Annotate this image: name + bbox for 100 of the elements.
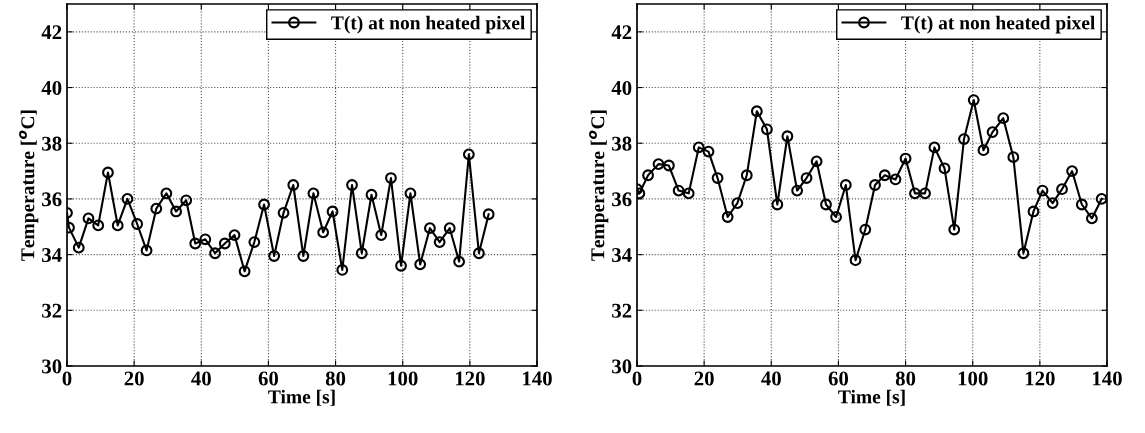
point <box>258 198 270 211</box>
y-tick-label: 42 <box>611 25 632 40</box>
point <box>948 223 961 236</box>
point <box>692 141 705 154</box>
point <box>938 162 951 175</box>
point <box>140 244 153 257</box>
point <box>102 166 114 179</box>
point <box>986 126 999 138</box>
point <box>830 211 842 223</box>
point <box>317 226 330 239</box>
x-tick-label: 140 <box>1093 371 1122 386</box>
point <box>1046 197 1059 209</box>
point <box>1075 198 1088 211</box>
point <box>869 179 881 191</box>
point <box>1095 193 1107 205</box>
y-tick-label: 32 <box>42 303 62 318</box>
point <box>424 222 436 235</box>
x-tick-label: 60 <box>828 371 849 386</box>
x-tick-label: 100 <box>958 371 988 386</box>
point <box>1056 183 1068 196</box>
point <box>346 179 358 191</box>
point <box>268 250 281 262</box>
x-tick-label: 80 <box>325 371 346 386</box>
point <box>326 205 339 218</box>
point <box>238 265 251 278</box>
y-tick-label: 32 <box>612 303 632 318</box>
point <box>919 187 931 200</box>
point <box>160 187 173 200</box>
point <box>287 179 300 191</box>
point <box>781 130 794 143</box>
point <box>355 247 368 260</box>
point <box>365 188 378 201</box>
point <box>711 172 724 184</box>
point <box>958 133 970 145</box>
y-tick-label: 40 <box>41 80 62 95</box>
point <box>170 205 183 218</box>
point <box>1036 184 1049 197</box>
x-tick-label: 100 <box>388 371 418 386</box>
point <box>180 194 193 207</box>
y-tick-label: 38 <box>612 136 632 151</box>
point <box>889 173 902 186</box>
point <box>199 233 212 246</box>
x-tick-label: 120 <box>1025 371 1055 386</box>
point <box>810 155 823 168</box>
point <box>702 145 715 158</box>
legend-label: T(t) at non heated pixel <box>901 15 1096 34</box>
point <box>395 259 407 272</box>
y-tick-label: 34 <box>612 248 632 263</box>
x-tick-label: 80 <box>895 371 916 386</box>
point <box>228 229 241 242</box>
point <box>1017 247 1030 260</box>
point <box>761 123 773 136</box>
y-tick-label: 38 <box>42 136 62 151</box>
point <box>473 247 485 260</box>
point <box>839 179 852 191</box>
y-tick-label: 40 <box>611 80 632 95</box>
point <box>1027 205 1040 218</box>
point <box>662 159 675 172</box>
point <box>967 94 980 106</box>
x-tick-label: 20 <box>124 371 144 386</box>
point <box>414 258 427 271</box>
x-tick-label: 20 <box>694 371 714 386</box>
point <box>1066 165 1078 177</box>
x-tick-label: 140 <box>523 371 552 386</box>
point <box>791 184 804 197</box>
point <box>928 141 941 154</box>
point <box>682 187 695 200</box>
point <box>462 148 475 161</box>
point <box>209 247 221 260</box>
point <box>72 241 85 254</box>
point <box>652 158 665 171</box>
point <box>385 172 397 184</box>
x-axis-title: Time [s] <box>268 389 335 406</box>
point <box>131 218 144 230</box>
y-tick-label: 42 <box>41 25 62 40</box>
x-tick-label: 40 <box>191 371 211 386</box>
point <box>375 229 388 242</box>
point <box>642 169 654 182</box>
legend-label: T(t) at non heated pixel <box>331 15 526 34</box>
point <box>453 255 466 268</box>
x-tick-label: 60 <box>258 371 279 386</box>
y-tick-label: 30 <box>42 359 62 374</box>
y-axis-title: Temperature [$^{o}$C] <box>19 110 39 261</box>
point <box>111 219 124 232</box>
point <box>218 237 231 250</box>
point <box>189 237 202 250</box>
y-tick-label: 36 <box>612 192 632 207</box>
x-tick-label: 0 <box>62 371 72 386</box>
x-axis-title: Time [s] <box>838 389 905 406</box>
y-tick-label: 30 <box>612 359 632 374</box>
x-tick-label: 40 <box>761 371 781 386</box>
point <box>92 219 105 232</box>
point <box>899 152 912 165</box>
point <box>859 223 872 236</box>
point <box>721 211 734 223</box>
point <box>443 222 456 235</box>
point <box>740 169 753 182</box>
point <box>909 187 921 200</box>
point <box>977 144 990 157</box>
point <box>997 112 1010 125</box>
